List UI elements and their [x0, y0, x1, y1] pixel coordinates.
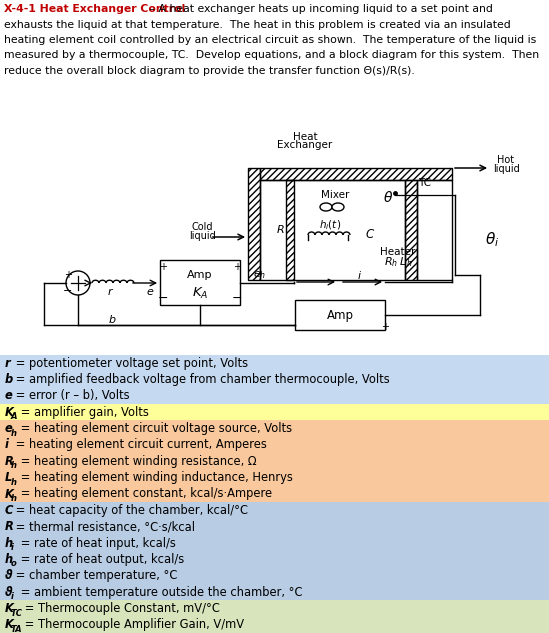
Text: liquid: liquid [492, 164, 519, 174]
Text: = heat capacity of the chamber, kcal/°C: = heat capacity of the chamber, kcal/°C [12, 504, 248, 517]
Text: h: h [11, 429, 17, 437]
Text: TC: TC [418, 178, 432, 188]
Text: $R_h \; L_h$: $R_h \; L_h$ [384, 255, 412, 269]
Text: = heating element winding inductance, Henrys: = heating element winding inductance, He… [16, 471, 293, 484]
Text: h: h [11, 461, 17, 470]
Text: Exchanger: Exchanger [277, 140, 333, 150]
Text: i: i [11, 592, 14, 601]
Text: r: r [108, 287, 113, 297]
Bar [286, 180, 294, 280]
Text: +: + [381, 322, 389, 332]
Text: +: + [159, 262, 167, 272]
Text: $K_A$: $K_A$ [192, 285, 208, 301]
Text: C: C [5, 504, 14, 517]
Text: Cold: Cold [191, 222, 213, 232]
Text: – A heat exchanger heats up incoming liquid to a set point and: – A heat exchanger heats up incoming liq… [146, 4, 493, 14]
Circle shape [66, 271, 90, 295]
Text: = rate of heat output, kcal/s: = rate of heat output, kcal/s [16, 553, 184, 566]
Text: $\theta$: $\theta$ [383, 189, 393, 204]
Text: exhausts the liquid at that temperature.  The heat in this problem is created vi: exhausts the liquid at that temperature.… [4, 20, 511, 30]
Text: Mixer: Mixer [321, 190, 349, 200]
Bar [295, 300, 385, 330]
Text: K: K [5, 487, 14, 501]
Ellipse shape [320, 203, 332, 211]
Text: = Thermocouple Constant, mV/°C: = Thermocouple Constant, mV/°C [21, 602, 220, 615]
Bar [160, 260, 240, 305]
Text: r: r [5, 356, 10, 370]
Text: = Thermocouple Amplifier Gain, V/mV: = Thermocouple Amplifier Gain, V/mV [21, 618, 244, 631]
Text: b: b [5, 373, 13, 386]
Text: R: R [5, 454, 14, 468]
Text: Amp: Amp [187, 270, 213, 280]
Text: Heater: Heater [380, 247, 416, 257]
Text: A: A [11, 412, 18, 422]
Text: $\theta_i$: $\theta_i$ [485, 230, 499, 249]
Text: = rate of heat input, kcal/s: = rate of heat input, kcal/s [16, 537, 176, 549]
Text: −: − [63, 286, 72, 296]
Text: i: i [11, 543, 14, 552]
Text: L: L [5, 471, 13, 484]
Text: K: K [5, 406, 14, 419]
Text: $i$: $i$ [357, 269, 362, 281]
Text: = thermal resistance, °C·s/kcal: = thermal resistance, °C·s/kcal [12, 520, 195, 533]
Text: Heat: Heat [293, 132, 317, 142]
Text: Amp: Amp [327, 308, 354, 322]
Text: = ambient temperature outside the chamber, °C: = ambient temperature outside the chambe… [16, 586, 302, 599]
Bar [248, 168, 260, 280]
Text: = error (r – b), Volts: = error (r – b), Volts [12, 389, 130, 403]
Text: $e_h$: $e_h$ [253, 269, 266, 281]
Ellipse shape [332, 203, 344, 211]
Text: R: R [5, 520, 14, 533]
Text: Hot: Hot [497, 155, 514, 165]
Text: +: + [64, 270, 72, 280]
Text: h: h [11, 494, 17, 503]
Text: +: + [233, 262, 241, 272]
Text: $h_i(t)$: $h_i(t)$ [319, 218, 341, 232]
Text: K: K [5, 618, 14, 631]
Text: TC: TC [11, 608, 23, 618]
Bar [405, 180, 417, 280]
Text: K: K [5, 602, 14, 615]
Text: i: i [5, 439, 9, 451]
Bar [417, 180, 452, 280]
Text: = heating element circuit voltage source, Volts: = heating element circuit voltage source… [16, 422, 292, 435]
Bar [260, 168, 452, 180]
Text: e: e [5, 422, 13, 435]
Text: ϑ: ϑ [5, 569, 13, 582]
Text: = heating element circuit current, Amperes: = heating element circuit current, Amper… [12, 439, 267, 451]
Text: TA: TA [11, 625, 23, 633]
Text: = potentiometer voltage set point, Volts: = potentiometer voltage set point, Volts [12, 356, 248, 370]
Text: −: − [232, 292, 242, 304]
Text: measured by a thermocouple, TC.  Develop equations, and a block diagram for this: measured by a thermocouple, TC. Develop … [4, 51, 539, 61]
Bar [260, 180, 405, 280]
Text: C: C [366, 229, 374, 242]
Text: h: h [5, 537, 13, 549]
Text: h: h [5, 553, 13, 566]
Text: = chamber temperature, °C: = chamber temperature, °C [12, 569, 177, 582]
Text: reduce the overall block diagram to provide the transfer function Θ(s)/R(s).: reduce the overall block diagram to prov… [4, 66, 414, 76]
Text: liquid: liquid [189, 231, 215, 241]
Text: −: − [158, 292, 168, 304]
Text: R: R [277, 225, 285, 235]
Text: = amplifier gain, Volts: = amplifier gain, Volts [16, 406, 148, 419]
Text: heating element coil controlled by an electrical circuit as shown.  The temperat: heating element coil controlled by an el… [4, 35, 536, 45]
Text: e: e [147, 287, 153, 297]
Text: = heating element constant, kcal/s·Ampere: = heating element constant, kcal/s·Amper… [16, 487, 272, 501]
Text: = heating element winding resistance, Ω: = heating element winding resistance, Ω [16, 454, 256, 468]
Text: X-4-1 Heat Exchanger Control: X-4-1 Heat Exchanger Control [4, 4, 185, 14]
Text: b: b [109, 315, 115, 325]
Text: h: h [11, 478, 17, 487]
Text: e: e [5, 389, 13, 403]
Text: = amplified feedback voltage from chamber thermocouple, Volts: = amplified feedback voltage from chambe… [12, 373, 390, 386]
Text: o: o [11, 560, 16, 568]
Text: ϑ: ϑ [5, 586, 13, 599]
